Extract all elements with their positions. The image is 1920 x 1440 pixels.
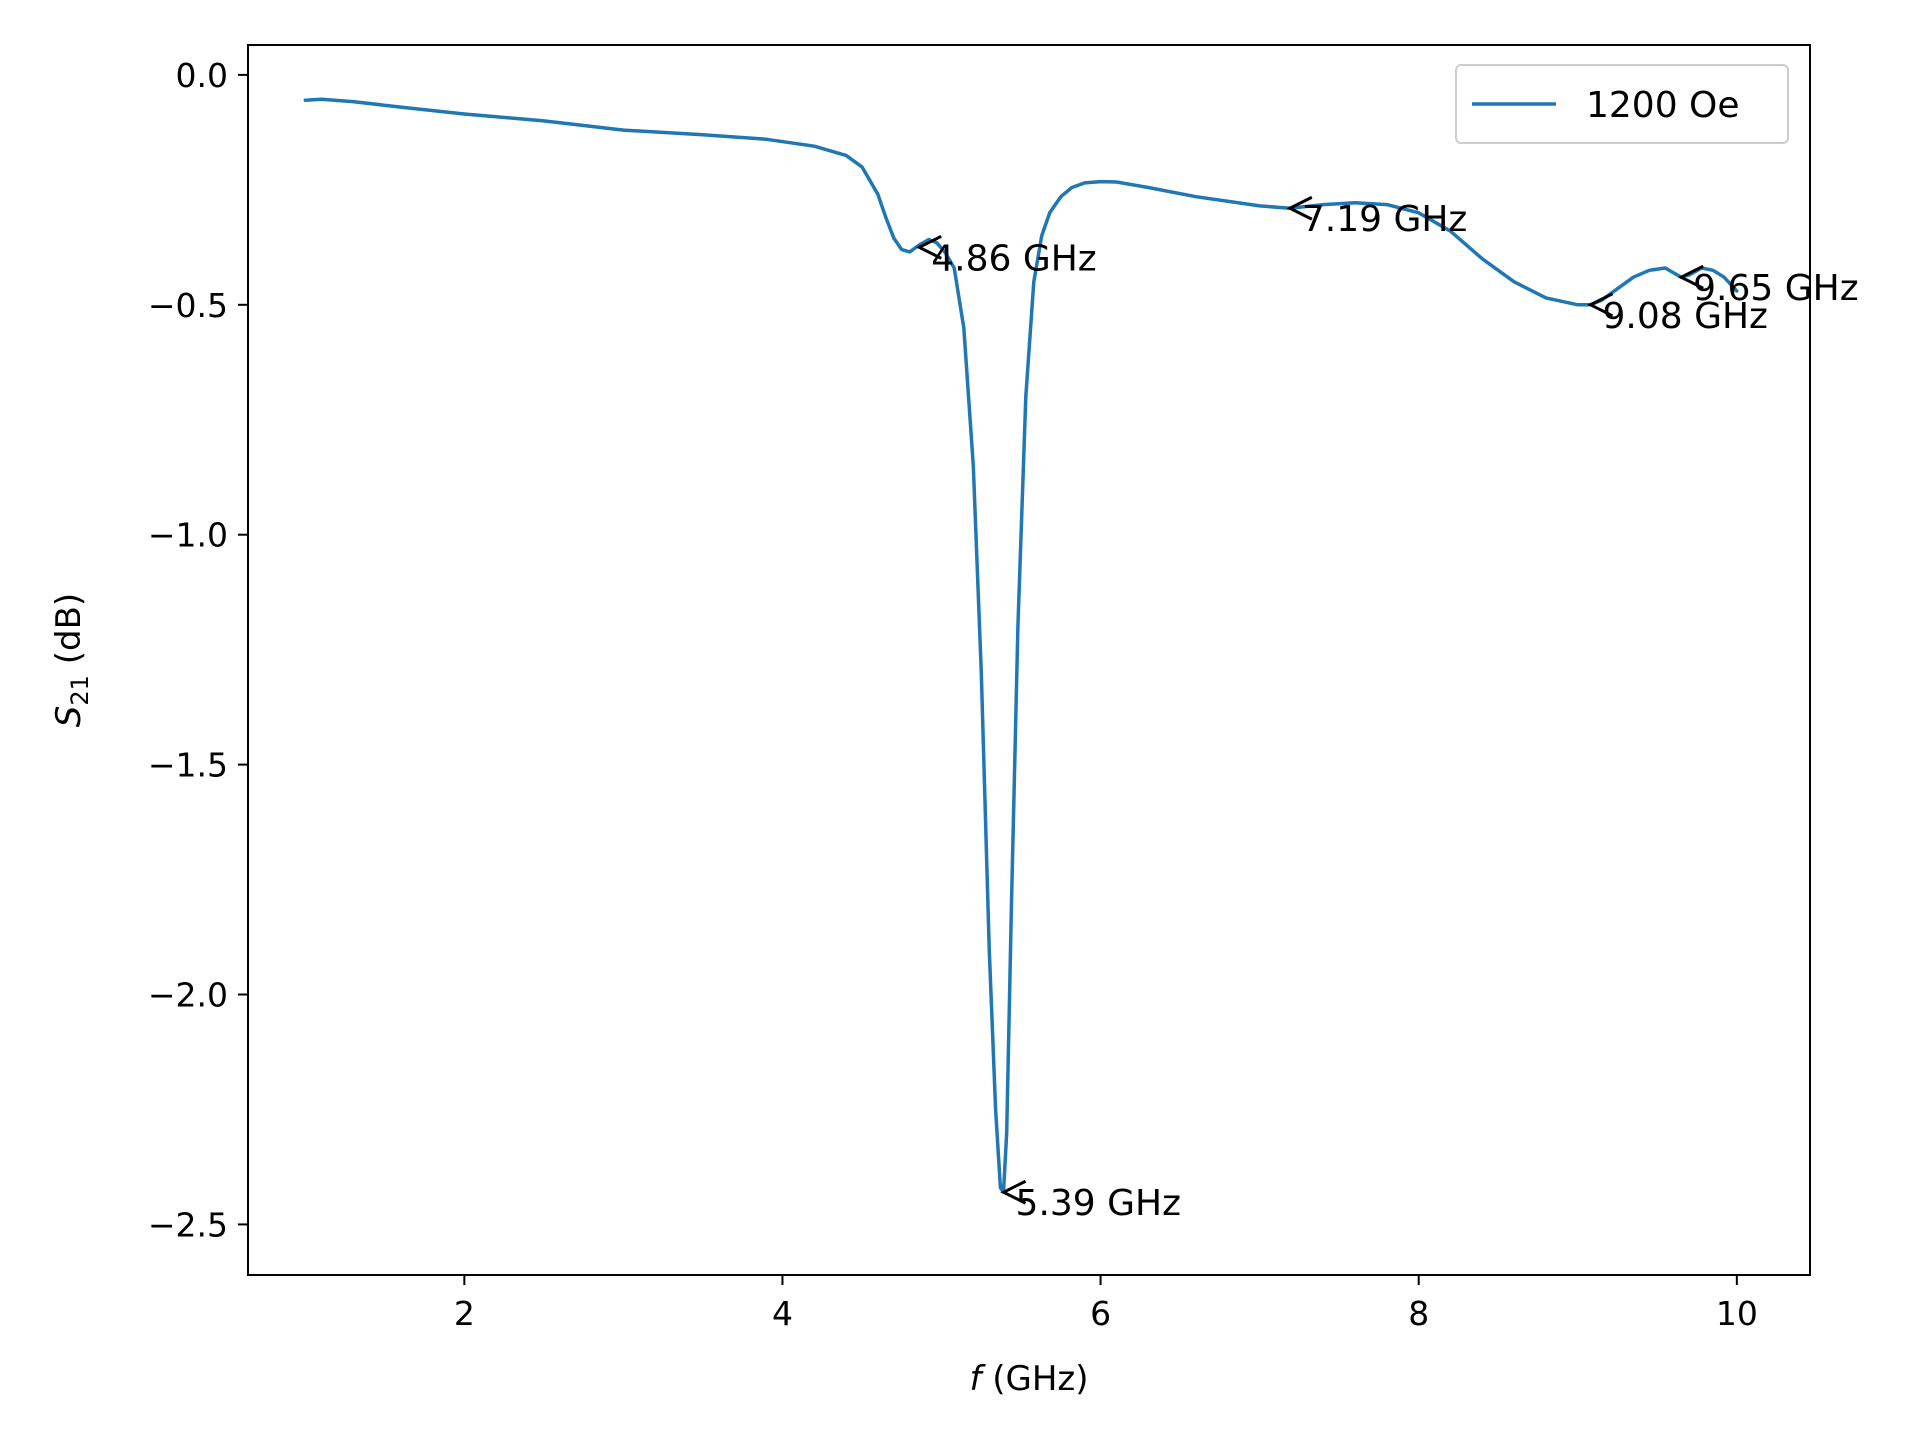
annotation-arrow [1000,1179,1027,1205]
x-tick-label: 4 [772,1294,793,1333]
annotation-label: 5.39 GHz [1016,1183,1181,1224]
annotation-arrow [915,234,942,260]
y-tick-label: 0.0 [176,56,228,95]
x-axis-ticks: 2 4 6 8 10 [454,1275,1758,1333]
x-tick-label: 8 [1408,1294,1429,1333]
x-axis-label-unit: (GHz) [981,1359,1088,1399]
legend-box [1455,64,1789,144]
annotation-label: 9.08 GHz [1602,296,1767,337]
x-tick-label: 10 [1716,1294,1758,1333]
legend-label-1200-oe: 1200 Oe [1586,85,1740,126]
annotation-arrow [1286,195,1313,221]
annotation-arrow [1677,264,1704,290]
y-tick-label: −1.5 [148,746,228,785]
annotation-label: 9.65 GHz [1693,268,1858,309]
x-tick-label: 6 [1090,1294,1111,1333]
annotation-arrow [1587,292,1614,318]
annotation: 9.08 GHz [1587,292,1768,337]
y-axis-label-symbol: S [49,706,89,728]
annotation: 5.39 GHz [1000,1179,1181,1224]
legend: 1200 Oe [1455,64,1789,144]
y-tick-label: −2.0 [148,976,228,1015]
y-tick-label: −2.5 [148,1205,228,1244]
x-tick-label: 2 [454,1294,475,1333]
y-axis-label-subscript: 21 [66,675,94,706]
annotation: 4.86 GHz [915,234,1097,279]
y-axis-label-unit: (dB) [49,593,89,675]
y-axis-ticks: 0.0 −0.5 −1.0 −1.5 −2.0 −2.5 [148,56,248,1244]
annotation-label: 7.19 GHz [1302,199,1467,240]
y-tick-label: −1.0 [148,516,228,555]
axes-frame [247,44,1811,1276]
annotation-label: 4.86 GHz [931,238,1096,279]
annotation: 9.65 GHz [1677,264,1859,309]
x-axis-label: f (GHz) [969,1359,1088,1399]
annotation: 7.19 GHz [1286,195,1467,240]
y-tick-label: −0.5 [148,286,228,325]
y-axis-label: S21 (dB) [49,593,94,727]
